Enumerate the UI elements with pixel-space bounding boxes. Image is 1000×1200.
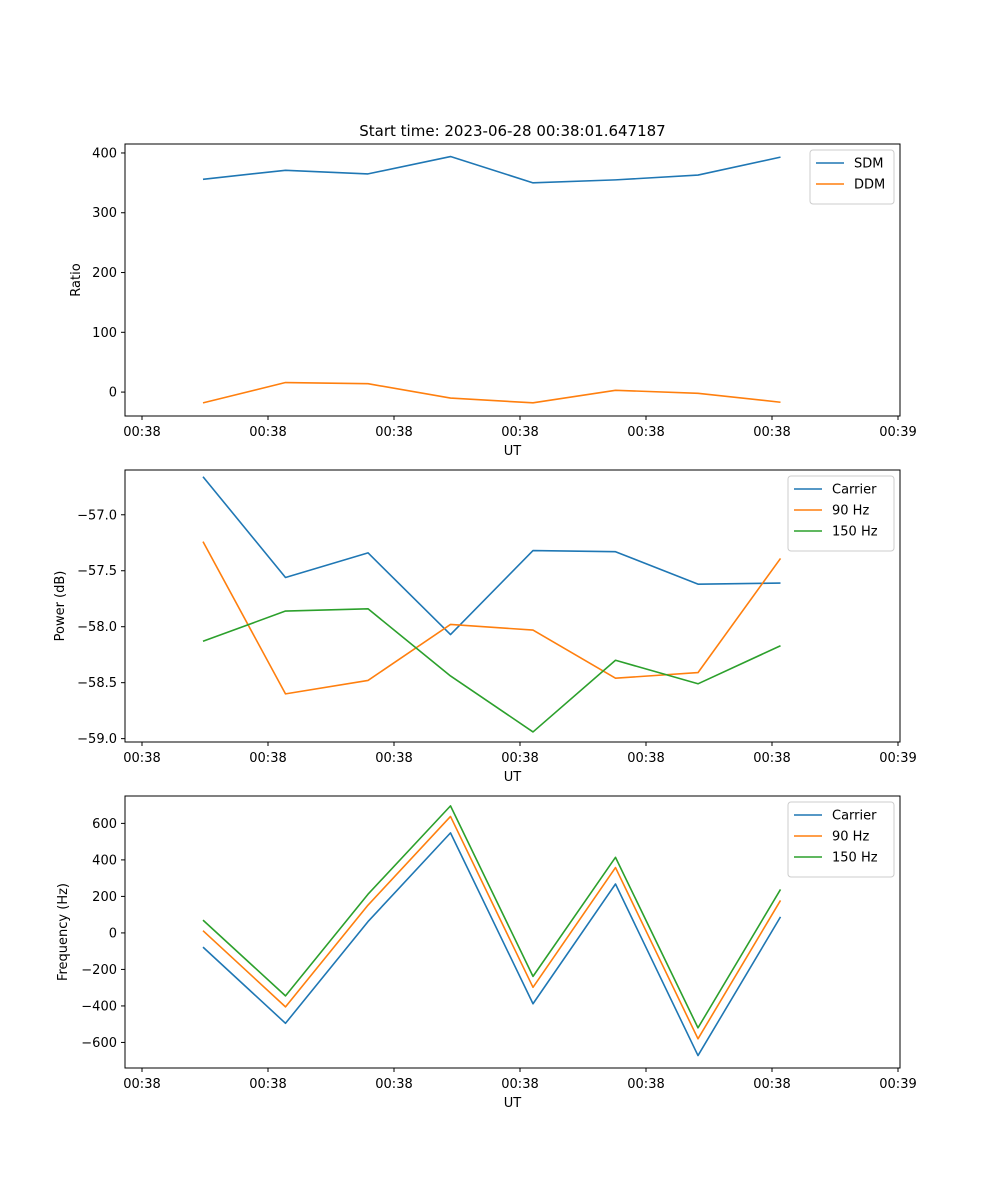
axes-frame [124,469,901,743]
legend-label: 150 Hz [832,525,878,540]
y-tick-label: −400 [81,999,117,1014]
series-line-carrier [202,832,782,1057]
x-tick-label: 00:39 [879,751,916,766]
y-tick-label: 0 [109,926,117,941]
series-line-90-hz [202,815,782,1040]
y-axis-label: Power (dB) [53,571,68,642]
x-tick-label: 00:38 [249,751,286,766]
y-tick-label: 0 [109,386,117,401]
legend: SDM DDM [809,149,895,205]
x-tick-label: 00:38 [753,751,790,766]
series-line-90-hz [202,541,782,695]
y-tick-label: 300 [92,206,117,221]
legend-label: Carrier [832,483,877,498]
legend-label: SDM [854,157,883,172]
x-tick-label: 00:38 [375,1077,412,1092]
y-tick-label: −59.0 [77,732,117,747]
x-tick-label: 00:38 [753,1077,790,1092]
series-line-ddm [202,381,781,404]
x-tick-label: 00:38 [123,1077,160,1092]
legend-label: 150 Hz [832,851,878,866]
legend-label: Carrier [832,809,877,824]
legend-box [787,475,895,552]
legend: Carrier 90 Hz 150 Hz [787,475,895,552]
x-axis-label: UT [504,1096,522,1111]
x-tick-label: 00:38 [375,751,412,766]
axes-frame [124,143,901,417]
x-tick-label: 00:38 [501,1077,538,1092]
subplot-3: 00:38 00:38 00:38 00:38 00:38 00:38 00:39 600 40… [56,795,917,1111]
y-tick-label: 200 [92,890,117,905]
subplot-2: 00:38 00:38 00:38 00:38 00:38 00:38 00:39 −57.0… [53,469,917,785]
x-tick-label: 00:38 [501,751,538,766]
y-axis-label: Frequency (Hz) [56,883,71,981]
y-tick-label: −58.5 [77,676,117,691]
x-tick-label: 00:38 [501,425,538,440]
figure-title: Start time: 2023-06-28 00:38:01.647187 [359,122,665,140]
legend-label: 90 Hz [832,830,869,845]
y-tick-label: 400 [92,146,117,161]
x-tick-label: 00:38 [627,425,664,440]
x-tick-label: 00:38 [123,751,160,766]
x-tick-label: 00:38 [627,1077,664,1092]
y-tick-label: −58.0 [77,620,117,635]
legend-label: 90 Hz [832,504,869,519]
x-tick-label: 00:38 [249,425,286,440]
x-tick-label: 00:38 [249,1077,286,1092]
y-tick-label: 600 [92,817,117,832]
x-tick-label: 00:39 [879,425,916,440]
y-tick-label: −200 [81,963,117,978]
x-tick-label: 00:38 [123,425,160,440]
legend-box [787,801,895,878]
legend: Carrier 90 Hz 150 Hz [787,801,895,878]
axes-frame [124,795,901,1069]
x-tick-label: 00:38 [627,751,664,766]
series-line-150-hz [202,805,782,1029]
x-axis-label: UT [504,770,522,785]
x-tick-label: 00:39 [879,1077,916,1092]
series-line-sdm [202,155,781,184]
y-tick-label: −57.0 [77,508,117,523]
y-tick-label: −600 [81,1036,117,1051]
x-tick-label: 00:38 [753,425,790,440]
y-tick-label: 200 [92,266,117,281]
series-line-carrier [202,476,781,636]
y-tick-label: −57.5 [77,564,117,579]
y-tick-label: 100 [92,326,117,341]
subplot-1: 00:38 00:38 00:38 00:38 00:38 00:38 00:39 0 100 2… [69,143,917,459]
y-axis-label: Ratio [69,263,84,296]
y-tick-label: 400 [92,853,117,868]
x-axis-label: UT [504,444,522,459]
series-line-150-hz [202,607,781,733]
x-tick-label: 00:38 [375,425,412,440]
legend-label: DDM [854,178,885,193]
